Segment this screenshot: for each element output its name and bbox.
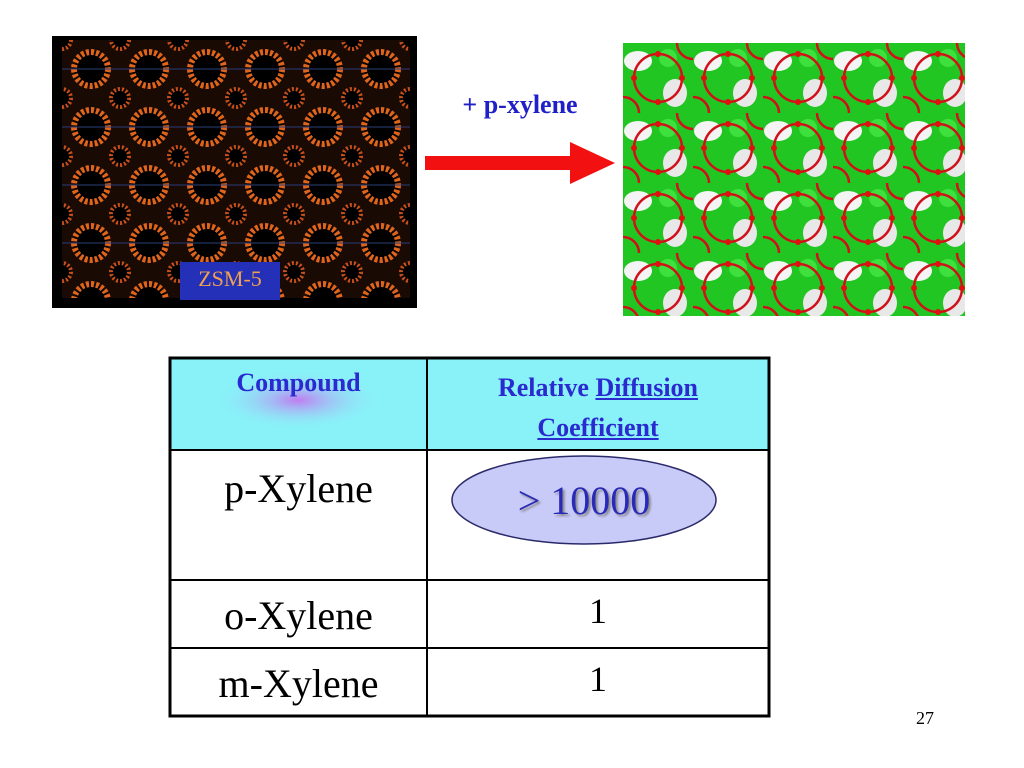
xylene-image — [623, 43, 965, 316]
header-cell: Relative Diffusion Coefficient — [427, 368, 769, 448]
header-text: Diffusion — [595, 373, 699, 402]
highlight-oval — [451, 455, 717, 545]
page-number: 27 — [916, 708, 934, 728]
cell: 1 — [589, 659, 607, 699]
zsm-label: ZSM-5 — [198, 266, 262, 291]
cell: 1 — [589, 591, 607, 631]
table-lines — [168, 356, 771, 718]
header-glow — [213, 370, 383, 430]
cell: o-Xylene — [224, 593, 373, 638]
header-cell: Compound — [236, 368, 361, 397]
zeolite-lattice — [62, 40, 410, 298]
arrow-label: + p-xylene — [462, 90, 578, 119]
cell: p-Xylene — [224, 466, 373, 511]
label-box — [180, 262, 280, 300]
arrow — [425, 142, 615, 184]
cell: m-Xylene — [218, 661, 379, 706]
header-text: Relative — [497, 373, 589, 402]
header-text: Coefficient — [537, 413, 659, 442]
cell: > 10000 — [517, 478, 651, 523]
